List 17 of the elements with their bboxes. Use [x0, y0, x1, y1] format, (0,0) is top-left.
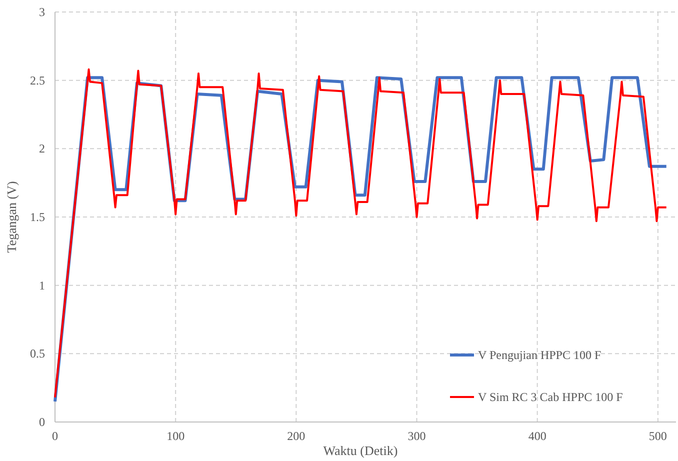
x-tick-label: 400 [528, 429, 546, 443]
y-tick-label: 2.5 [30, 73, 45, 88]
x-tick-label: 0 [52, 429, 58, 443]
x-axis-title: Waktu (Detik) [323, 443, 398, 458]
y-tick-label: 0.5 [30, 346, 45, 361]
legend-label: V Pengujian HPPC 100 F [478, 348, 602, 362]
y-tick-label: 1.5 [30, 210, 45, 224]
x-tick-label: 100 [166, 429, 185, 443]
y-tick-label: 1 [39, 278, 45, 292]
legend-label: V Sim RC 3 Cab HPPC 100 F [478, 390, 624, 404]
y-tick-label: 3 [39, 5, 45, 19]
y-tick-label: 0 [39, 415, 45, 429]
y-tick-label: 2 [39, 142, 45, 156]
x-tick-label: 500 [648, 429, 667, 443]
y-axis-title: Tegangan (V) [4, 181, 19, 253]
x-tick-label: 300 [408, 429, 426, 443]
x-tick-label: 200 [287, 429, 306, 443]
